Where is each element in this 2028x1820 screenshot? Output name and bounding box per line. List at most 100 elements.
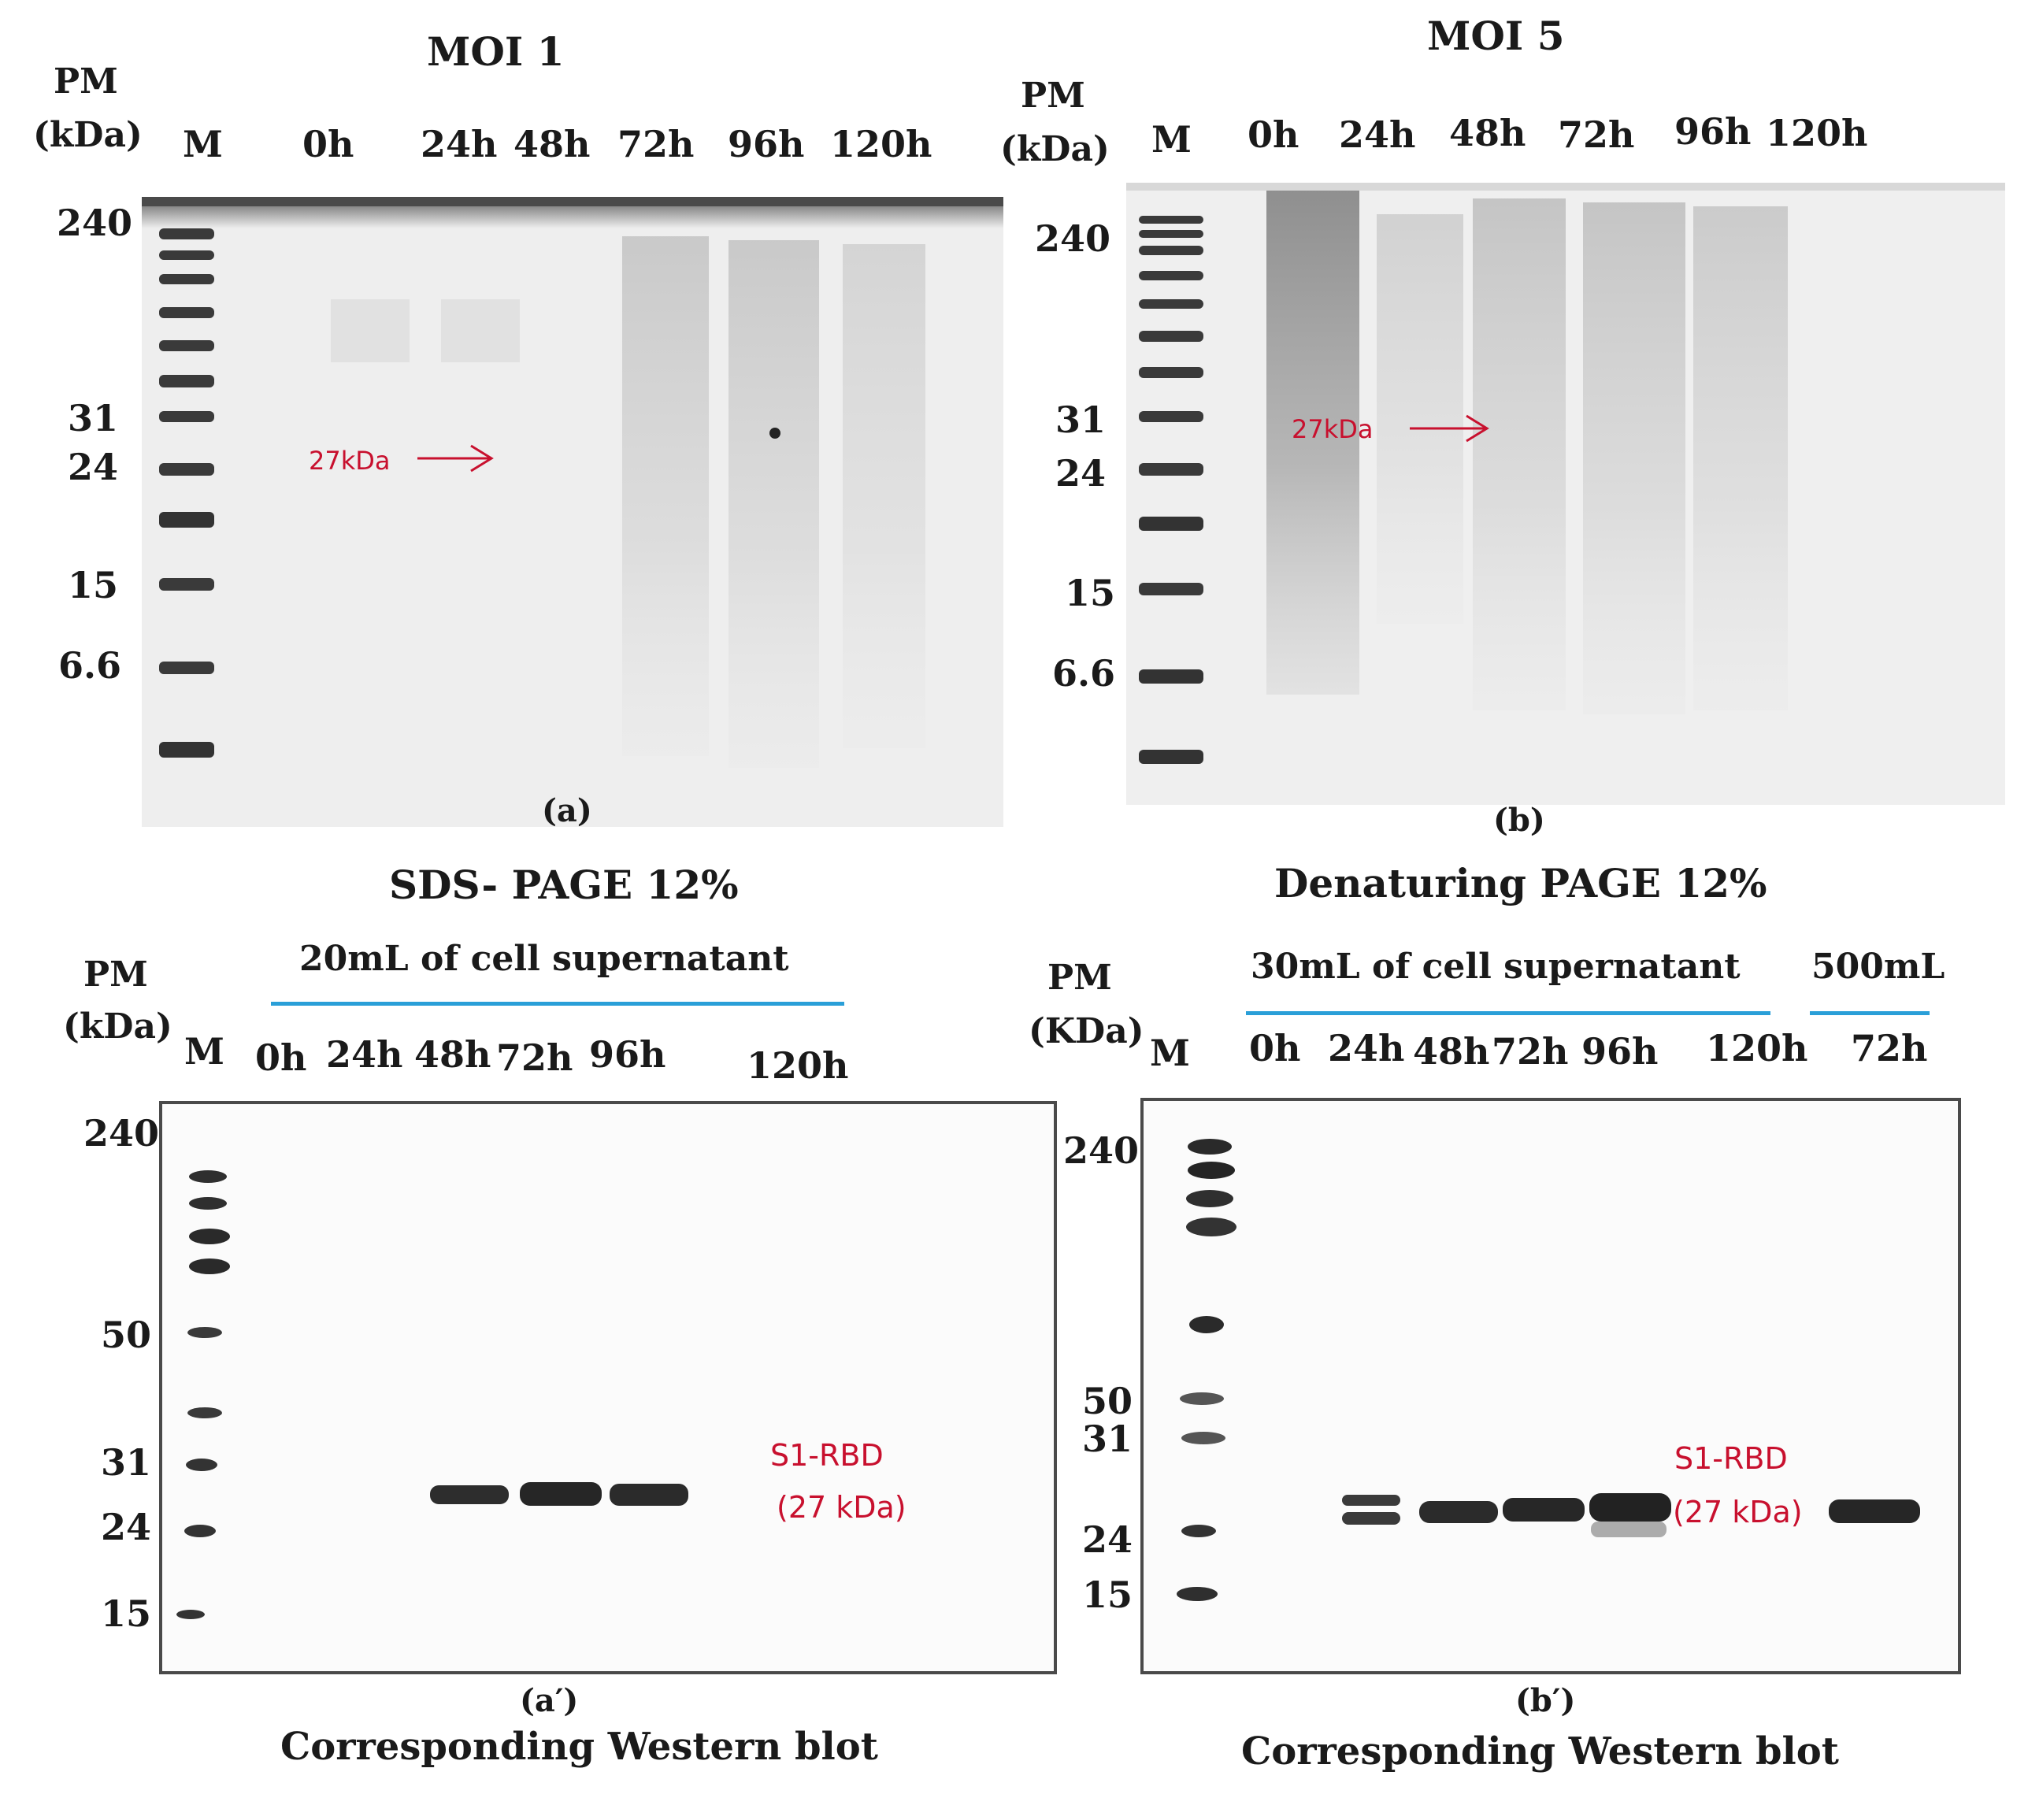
panel-a-prime-unit-label: (kDa) (63, 1006, 172, 1047)
panel-b-prime-lane-72h: 72h (1492, 1030, 1569, 1073)
panel-b-lane-96h: 96h (1674, 110, 1752, 153)
panel-b-lane-24h: 24h (1339, 113, 1416, 156)
panel-b-label: (b) (1493, 802, 1545, 839)
panel-a-unit-label: (kDa) (33, 115, 143, 155)
panel-b-pm-label: PM (1021, 76, 1085, 116)
panel-a-prime-lane-72h: 72h (496, 1036, 573, 1079)
panel-a-prime-lane-24h: 24h (326, 1033, 403, 1076)
panel-b-lane-0h: 0h (1248, 113, 1299, 156)
marker-band (1139, 271, 1203, 280)
marker-band (159, 228, 214, 239)
panel-a-title: MOI 1 (427, 28, 565, 75)
marker-band (159, 463, 214, 476)
panel-b: MOI 5 PM (kDa) M 0h 24h 48h 72h 96h 120h… (1000, 0, 2028, 858)
panel-b-mw-6.6: 6.6 (1052, 652, 1116, 695)
panel-a-mw-6.6: 6.6 (58, 644, 122, 687)
marker-band (159, 307, 214, 318)
panel-b-mw-31: 31 (1055, 398, 1107, 441)
panel-a-lane-72h: 72h (617, 123, 695, 165)
marker-band (1139, 246, 1203, 255)
panel-b-prime-mw-24: 24 (1082, 1518, 1133, 1561)
marker-band (1139, 463, 1203, 476)
panel-b-prime-lane-24h: 24h (1328, 1027, 1405, 1069)
panel-a-pm-label: PM (54, 61, 118, 102)
panel-b-title: MOI 5 (1427, 13, 1565, 59)
panel-a-prime-band-label-1: S1-RBD (770, 1438, 884, 1473)
marker-band (1139, 750, 1203, 764)
caption-sds-page: SDS- PAGE 12% (389, 862, 739, 908)
panel-a-prime-group-line (271, 1002, 844, 1006)
panel-b-prime-mw-240: 240 (1063, 1129, 1140, 1172)
panel-b-prime-mw-31: 31 (1082, 1418, 1133, 1460)
panel-b-prime-label: (b′) (1515, 1682, 1576, 1719)
panel-b-mw-240: 240 (1035, 217, 1111, 260)
blot-b-drawing (1177, 1139, 1920, 1601)
panel-a-mw-240: 240 (57, 202, 133, 244)
panel-a: MOI 1 PM (kDa) M 0h 24h 48h 72h 96h 120h… (0, 0, 1016, 858)
panel-b-prime-band-label-1: S1-RBD (1674, 1441, 1788, 1476)
panel-b-prime-group-line-1 (1246, 1011, 1770, 1015)
marker-band (1139, 583, 1203, 595)
panel-b-marker-lane: M (1151, 118, 1192, 161)
panel-a-lane-96h: 96h (728, 123, 805, 165)
marker-band (159, 411, 214, 422)
western-blot-b (1140, 1098, 1961, 1674)
panel-b-prime-unit-label: (KDa) (1029, 1011, 1144, 1051)
panel-a-prime-mw-50: 50 (101, 1314, 152, 1356)
panel-b-prime: 30mL of cell supernatant 500mL PM (KDa) … (1024, 914, 2028, 1820)
panel-b-lane-48h: 48h (1449, 112, 1526, 154)
panel-a-lane-120h: 120h (830, 123, 932, 165)
gel-a-drawing (142, 197, 1003, 768)
marker-band (159, 375, 214, 387)
panel-a-prime-lane-96h: 96h (589, 1033, 666, 1076)
panel-a-mw-24: 24 (68, 446, 119, 488)
panel-b-lane-120h: 120h (1766, 112, 1868, 154)
marker-band (159, 578, 214, 591)
gel-image-b (1126, 183, 2005, 805)
panel-b-unit-label: (kDa) (1000, 129, 1110, 169)
marker-band (1139, 367, 1203, 378)
panel-b-prime-mw-50: 50 (1082, 1380, 1133, 1422)
panel-a-lane-0h: 0h (302, 123, 354, 165)
panel-a-prime-band-label-2: (27 kDa) (777, 1490, 906, 1525)
panel-b-prime-lane-0h: 0h (1249, 1027, 1301, 1069)
panel-a-arrow-label: 27kDa (309, 446, 391, 476)
marker-band (1139, 299, 1203, 309)
marker-band (1139, 216, 1203, 224)
panel-b-prime-pm-label: PM (1047, 958, 1112, 998)
panel-a-marker-lane: M (183, 123, 223, 165)
marker-band (159, 662, 214, 674)
panel-a-prime-lane-48h: 48h (414, 1033, 491, 1076)
panel-b-prime-group-label-2: 500mL (1811, 947, 1945, 987)
panel-a-mw-15: 15 (68, 564, 119, 606)
panel-b-prime-band-label-2: (27 kDa) (1673, 1495, 1803, 1529)
marker-band (1139, 669, 1203, 684)
panel-b-prime-lane-96h: 96h (1581, 1030, 1659, 1073)
panel-b-prime-mw-15: 15 (1082, 1574, 1133, 1616)
panel-b-prime-group-line-2 (1810, 1011, 1930, 1015)
panel-b-arrow-label: 27kDa (1292, 414, 1374, 444)
panel-b-lane-72h: 72h (1558, 113, 1635, 156)
panel-a-mw-31: 31 (68, 397, 119, 439)
panel-a-label: (a) (542, 792, 592, 829)
western-blot-a (159, 1101, 1057, 1674)
panel-b-mw-15: 15 (1065, 572, 1116, 614)
panel-a-prime-pm-label: PM (83, 954, 148, 995)
panel-b-prime-group-label-1: 30mL of cell supernatant (1251, 947, 1741, 987)
panel-b-prime-extra-lane: 72h (1851, 1027, 1928, 1069)
marker-band (159, 512, 214, 528)
marker-band (1139, 331, 1203, 342)
panel-a-prime: 20mL of cell supernatant PM (kDa) M 0h 2… (0, 914, 1071, 1820)
panel-a-prime-mw-15: 15 (101, 1592, 152, 1635)
marker-band (1139, 517, 1203, 531)
panel-a-prime-mw-31: 31 (101, 1441, 152, 1484)
panel-a-prime-mw-24: 24 (101, 1506, 152, 1548)
panel-b-prime-lane-120h: 120h (1706, 1027, 1808, 1069)
panel-a-lane-24h: 24h (421, 123, 498, 165)
blot-a-drawing (176, 1170, 688, 1619)
gel-b-drawing (1126, 183, 2005, 714)
caption-denaturing-page: Denaturing PAGE 12% (1274, 860, 1767, 906)
panel-b-prime-caption: Corresponding Western blot (1241, 1729, 1839, 1774)
panel-a-prime-lane-120h: 120h (747, 1044, 849, 1087)
panel-a-lane-48h: 48h (513, 123, 591, 165)
